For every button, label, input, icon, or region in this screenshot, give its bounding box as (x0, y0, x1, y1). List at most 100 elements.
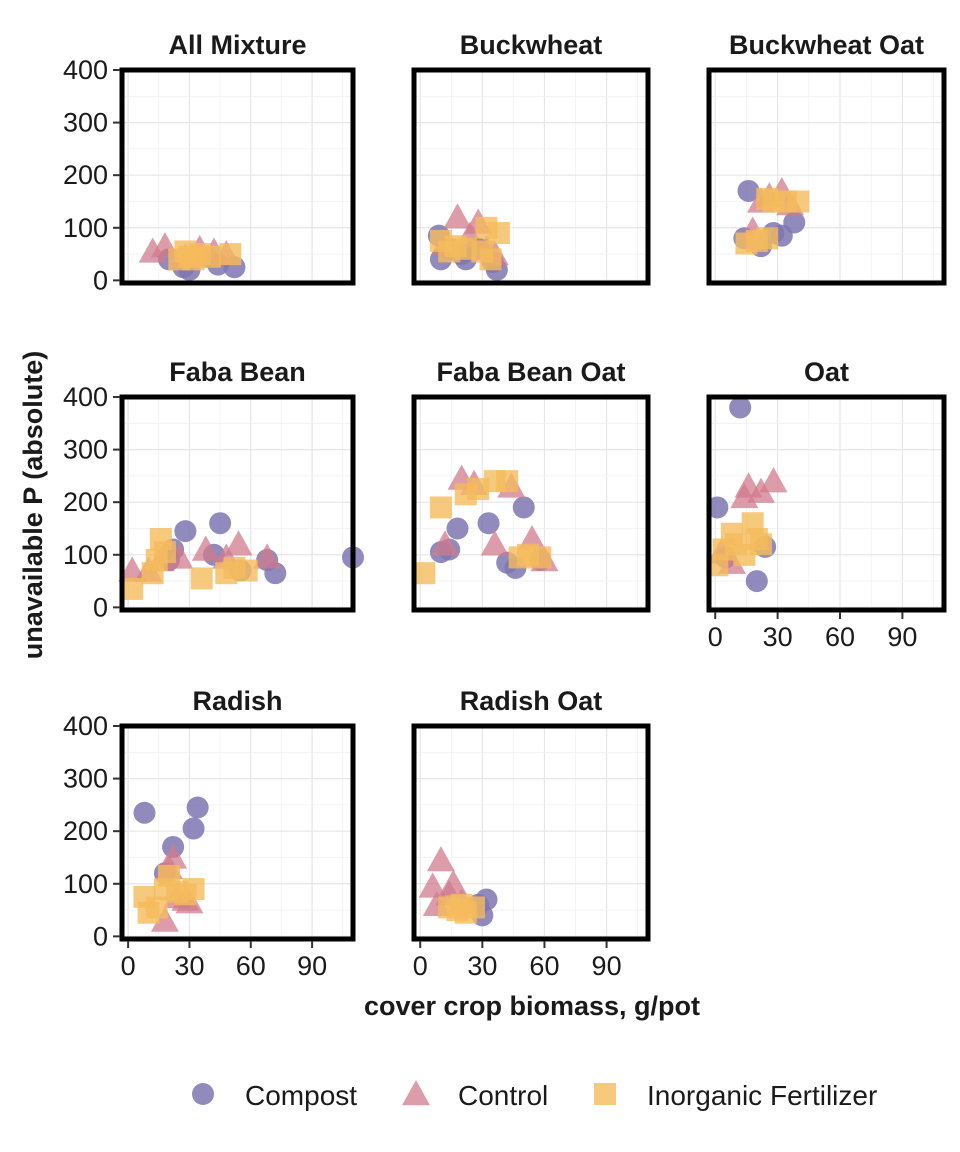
x-tick-label: 60 (236, 951, 266, 981)
points (413, 464, 559, 585)
point-inorganic-fertilizer (496, 470, 519, 493)
legend-item-compost: Compost (192, 1080, 357, 1111)
x-tick-label: 60 (529, 951, 559, 981)
point-control (191, 535, 220, 561)
point-compost (182, 817, 205, 840)
point-compost (477, 512, 500, 535)
panel-frame (706, 394, 947, 613)
y-tick-label: 200 (63, 487, 108, 517)
panel-title: Faba Bean Oat (436, 357, 625, 387)
point-compost (706, 496, 729, 519)
points (427, 203, 510, 281)
panel-title: Oat (804, 357, 849, 387)
y-tick-label: 400 (63, 55, 108, 85)
point-inorganic-fertilizer (235, 559, 258, 582)
panel-faba-bean: Faba Bean 0 100 200 300 400 (63, 357, 364, 622)
panel-frame (706, 67, 947, 286)
point-compost (729, 396, 752, 419)
panel-buckwheat-oat: Buckwheat Oat (706, 30, 947, 286)
panel-title: All Mixture (168, 30, 306, 60)
point-inorganic-fertilizer (198, 245, 221, 268)
point-control (418, 872, 447, 898)
y-tick-label: 200 (63, 160, 108, 190)
point-compost (186, 796, 209, 819)
panel-frame (119, 67, 356, 286)
panel-all-mixture: All Mixture 0 100 200 300 400 (63, 30, 356, 295)
x-axis-title: cover crop biomass, g/pot (364, 991, 700, 1021)
x-tick-label: 90 (592, 951, 622, 981)
legend-label: Inorganic Fertilizer (647, 1080, 877, 1111)
panel-frame (411, 723, 651, 942)
legend-item-control: Control (402, 1080, 548, 1111)
panel-radish: Radish 0 100 200 300 400 0 30 60 90 (63, 686, 356, 981)
points (706, 396, 788, 593)
y-axis-title: unavailable P (absolute) (18, 351, 48, 660)
point-inorganic-fertilizer (479, 248, 502, 271)
x-tick-label: 0 (413, 951, 428, 981)
points (418, 846, 498, 927)
y-tick-label: 0 (93, 265, 108, 295)
legend-key-compost (192, 1083, 214, 1105)
point-inorganic-fertilizer (529, 546, 552, 569)
legend-label: Control (458, 1080, 548, 1111)
points (733, 176, 810, 258)
x-tick-label: 0 (121, 951, 136, 981)
points (133, 796, 209, 932)
point-inorganic-fertilizer (429, 496, 452, 519)
x-tick-label: 90 (297, 951, 327, 981)
point-compost (174, 520, 197, 543)
point-inorganic-fertilizer (182, 878, 205, 901)
y-tick-label: 100 (63, 213, 108, 243)
point-compost (133, 801, 156, 824)
point-compost (209, 512, 232, 535)
point-inorganic-fertilizer (145, 896, 168, 919)
panel-title: Buckwheat Oat (729, 30, 924, 60)
x-tick-label: 30 (763, 622, 793, 652)
x-tick-label: 30 (174, 951, 204, 981)
legend: Compost Control Inorganic Fertilizer (192, 1080, 877, 1111)
point-inorganic-fertilizer (463, 896, 486, 919)
panel-frame (119, 394, 356, 613)
panel-frame (411, 67, 651, 286)
panel-title: Radish (192, 686, 282, 716)
point-control (150, 906, 179, 932)
legend-key-control (402, 1080, 430, 1106)
y-tick-label: 300 (63, 435, 108, 465)
panel-faba-bean-oat: Faba Bean Oat (411, 357, 651, 613)
point-compost (737, 179, 760, 202)
point-inorganic-fertilizer (413, 562, 436, 585)
panel-radish-oat: Radish Oat 0 30 60 90 (411, 686, 651, 981)
x-tick-label: 60 (825, 622, 855, 652)
point-inorganic-fertilizer (467, 478, 490, 501)
point-inorganic-fertilizer (190, 567, 213, 590)
point-compost (783, 211, 806, 234)
y-tick-label: 300 (63, 108, 108, 138)
point-inorganic-fertilizer (454, 237, 477, 260)
y-tick-label: 300 (63, 764, 108, 794)
panel-buckwheat: Buckwheat (411, 30, 651, 286)
point-control (480, 530, 509, 556)
point-compost (745, 570, 768, 593)
point-control (426, 846, 455, 872)
point-compost (446, 517, 469, 540)
point-inorganic-fertilizer (787, 190, 810, 213)
panel-title: Faba Bean (169, 357, 306, 387)
point-control (759, 467, 788, 493)
point-control (439, 869, 468, 895)
panel-frame (119, 723, 356, 942)
point-compost (512, 496, 535, 519)
point-inorganic-fertilizer (756, 227, 779, 250)
x-tick-label: 30 (467, 951, 497, 981)
point-inorganic-fertilizer (121, 577, 144, 600)
y-tick-label: 200 (63, 816, 108, 846)
points (118, 512, 364, 600)
point-inorganic-fertilizer (153, 541, 176, 564)
y-tick-label: 0 (93, 921, 108, 951)
y-tick-label: 100 (63, 540, 108, 570)
point-inorganic-fertilizer (749, 533, 772, 556)
point-inorganic-fertilizer (487, 222, 510, 245)
legend-key-inorganic-fertilizer (594, 1083, 616, 1105)
panel-title: Buckwheat (460, 30, 603, 60)
point-control (253, 543, 282, 569)
